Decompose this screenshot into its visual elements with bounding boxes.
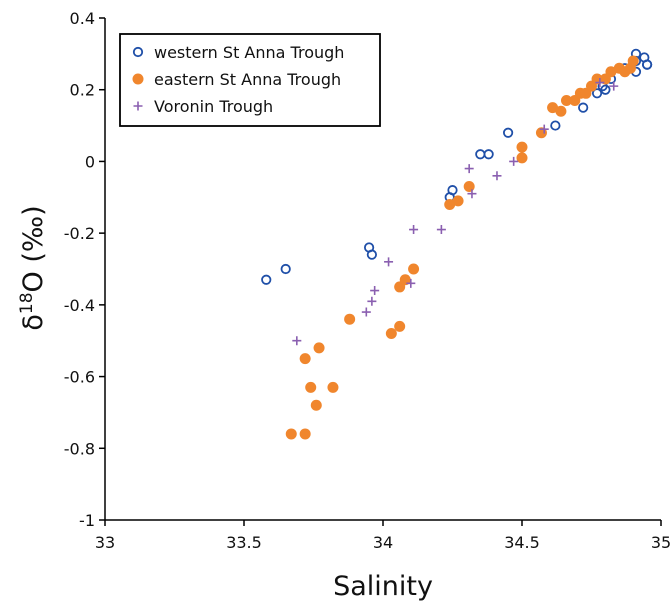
point bbox=[516, 141, 528, 153]
legend-label: western St Anna Trough bbox=[154, 43, 344, 62]
point bbox=[560, 94, 572, 106]
y-label-prefix: δ bbox=[18, 314, 49, 331]
point bbox=[609, 81, 619, 91]
point bbox=[627, 55, 639, 67]
point bbox=[509, 156, 519, 166]
y-tick-label: -0.6 bbox=[64, 368, 95, 387]
point bbox=[463, 181, 475, 193]
point bbox=[539, 124, 549, 134]
point bbox=[467, 189, 477, 199]
point bbox=[327, 381, 339, 393]
point bbox=[310, 399, 322, 411]
point bbox=[436, 225, 446, 235]
point bbox=[299, 353, 311, 365]
point bbox=[399, 274, 411, 286]
y-tick-label: 0.4 bbox=[70, 9, 95, 28]
point bbox=[406, 278, 416, 288]
point bbox=[641, 59, 653, 70]
x-tick-label: 35 bbox=[651, 533, 671, 552]
point bbox=[344, 313, 356, 325]
point bbox=[595, 78, 605, 88]
point bbox=[452, 195, 464, 207]
point bbox=[447, 185, 458, 196]
point bbox=[550, 120, 561, 131]
point bbox=[285, 428, 297, 440]
point bbox=[555, 105, 567, 117]
legend-label: Voronin Trough bbox=[154, 97, 273, 116]
point bbox=[292, 336, 302, 346]
y-axis-label: δ18O (‰) bbox=[17, 205, 49, 330]
legend-marker bbox=[132, 73, 144, 85]
point bbox=[600, 84, 611, 95]
point bbox=[261, 274, 272, 285]
point bbox=[605, 66, 617, 78]
y-tick-label: -0.4 bbox=[64, 296, 95, 315]
y-tick-label: 0.2 bbox=[70, 81, 95, 100]
x-tick-label: 34 bbox=[373, 533, 393, 552]
point bbox=[366, 249, 377, 260]
point bbox=[547, 102, 559, 114]
point bbox=[578, 102, 589, 113]
point bbox=[408, 263, 420, 275]
point bbox=[492, 171, 502, 181]
x-tick-label: 34.5 bbox=[504, 533, 540, 552]
y-tick-label: -0.8 bbox=[64, 439, 95, 458]
legend-box bbox=[119, 33, 381, 127]
point bbox=[305, 381, 317, 393]
y-tick-label: -1 bbox=[79, 511, 95, 530]
x-tick-label: 33 bbox=[95, 533, 115, 552]
legend-marker bbox=[133, 101, 143, 111]
point bbox=[464, 164, 474, 174]
y-label-sup: 18 bbox=[17, 292, 37, 314]
point bbox=[483, 149, 494, 160]
x-axis-label: Salinity bbox=[333, 571, 433, 602]
point bbox=[280, 263, 291, 275]
point bbox=[502, 127, 514, 138]
point bbox=[409, 225, 419, 235]
y-tick-label: 0 bbox=[85, 152, 95, 171]
point bbox=[384, 257, 394, 267]
point bbox=[361, 307, 371, 317]
y-tick-label: -0.2 bbox=[64, 224, 95, 243]
point bbox=[313, 342, 325, 354]
x-tick-label: 33.5 bbox=[226, 533, 262, 552]
legend-label: eastern St Anna Trough bbox=[154, 70, 341, 89]
point bbox=[370, 286, 380, 296]
point bbox=[367, 296, 377, 306]
point bbox=[444, 198, 456, 210]
point bbox=[394, 320, 406, 332]
legend-marker bbox=[132, 46, 144, 58]
point bbox=[591, 88, 603, 99]
y-label-suffix: O (‰) bbox=[18, 205, 49, 292]
point bbox=[475, 149, 486, 160]
point bbox=[299, 428, 311, 440]
point bbox=[516, 152, 528, 164]
point bbox=[385, 328, 397, 340]
